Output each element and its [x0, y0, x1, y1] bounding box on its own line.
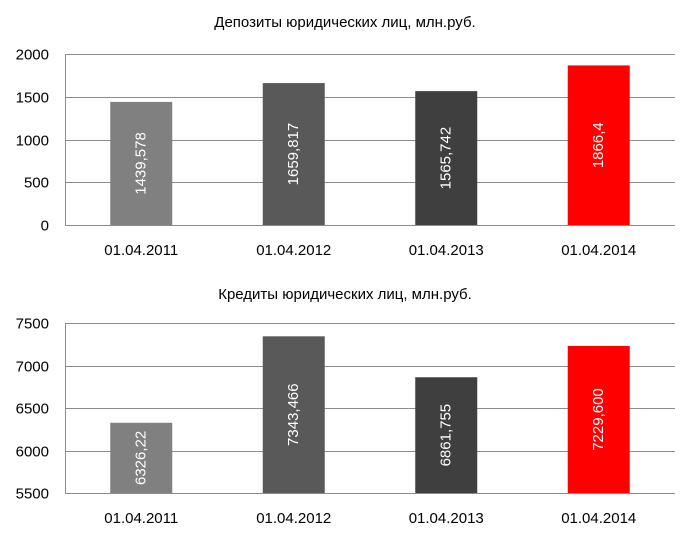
deposits-bar [262, 83, 325, 225]
loans-data-label: 6861,755 [438, 404, 455, 467]
deposits-bar [567, 65, 630, 226]
deposits-category-label: 01.04.2012 [256, 242, 331, 259]
loans-y-tick-label: 5500 [16, 486, 49, 503]
loans-bar [110, 422, 173, 493]
loans-bar [262, 336, 325, 493]
deposits-data-label: 1439,578 [133, 132, 150, 195]
deposits-y-tick-label: 500 [24, 175, 49, 192]
loans-category-label: 01.04.2012 [256, 510, 331, 527]
loans-category-label: 01.04.2013 [409, 510, 484, 527]
deposits-chart-title: Депозиты юридических лиц, млн.руб. [214, 14, 475, 31]
deposits-y-tick-label: 2000 [16, 47, 49, 64]
deposits-y-tick-label: 1500 [16, 90, 49, 107]
deposits-chart: Депозиты юридических лиц, млн.руб. 0 500 1… [16, 14, 675, 259]
loans-y-tick-label: 7500 [16, 316, 49, 333]
loans-y-tick-label: 6000 [16, 444, 49, 461]
deposits-y-tick-label: 1000 [16, 133, 49, 150]
loans-y-tick-label: 7000 [16, 359, 49, 376]
loans-y-tick-label: 6500 [16, 401, 49, 418]
deposits-bar [415, 91, 478, 225]
deposits-data-label: 1565,742 [438, 127, 455, 190]
loans-bar [567, 345, 630, 493]
loans-data-label: 7229,600 [590, 388, 607, 451]
loans-bar [415, 377, 478, 493]
loans-category-label: 01.04.2014 [561, 510, 636, 527]
deposits-category-label: 01.04.2011 [104, 242, 178, 259]
loans-category-label: 01.04.2011 [104, 510, 178, 527]
loans-data-label: 7343,466 [285, 383, 302, 446]
loans-data-label: 6326,22 [133, 431, 150, 485]
deposits-category-label: 01.04.2014 [561, 242, 636, 259]
deposits-data-label: 1659,817 [285, 123, 302, 186]
loans-chart-title: Кредиты юридических лиц, млн.руб. [218, 286, 472, 303]
deposits-category-label: 01.04.2013 [409, 242, 484, 259]
deposits-bar [110, 101, 173, 225]
deposits-data-label: 1866,4 [590, 122, 607, 168]
deposits-y-tick-label: 0 [41, 218, 49, 235]
loans-chart: Кредиты юридических лиц, млн.руб. 5500 60… [16, 286, 675, 527]
